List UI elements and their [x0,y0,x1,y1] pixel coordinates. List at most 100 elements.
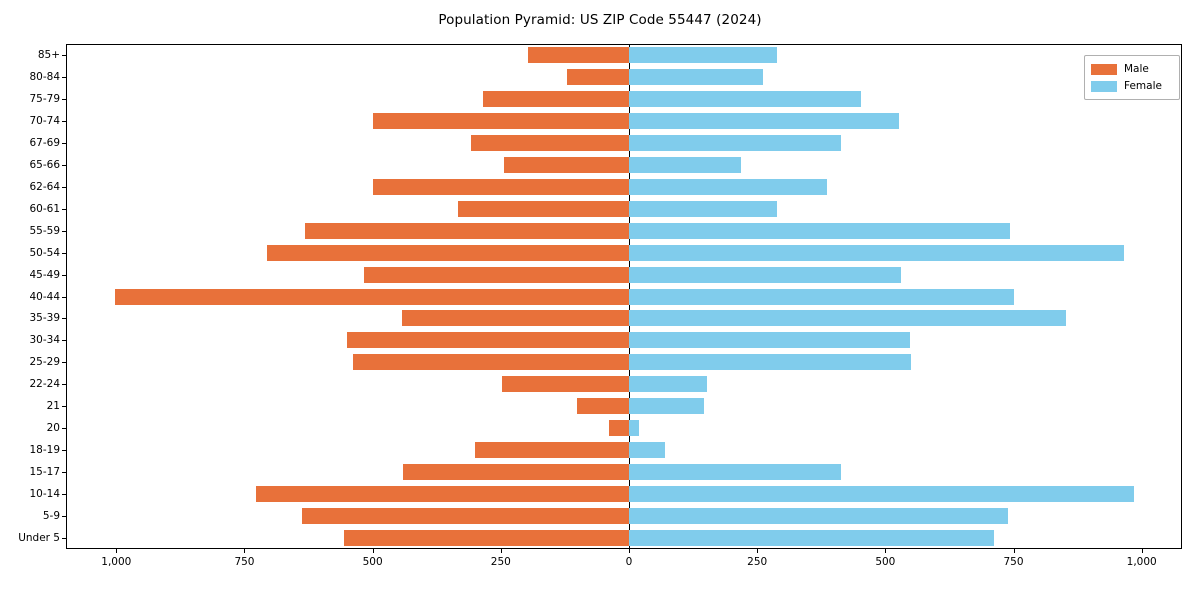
y-tick-mark [62,516,66,518]
legend-item-female[interactable]: Female [1091,78,1173,94]
legend-label: Male [1124,63,1149,75]
y-tick-label: Under 5 [18,532,60,545]
y-tick-mark [62,340,66,342]
y-tick-label: 65-66 [29,158,60,171]
bar-male-65-66 [503,156,629,173]
y-tick-mark [62,252,66,254]
y-tick-label: 21 [46,400,60,413]
x-tick-label: 750 [234,556,255,568]
x-tick-mark [629,549,630,553]
bar-female-15-17 [629,464,841,481]
y-tick-label: 20 [46,422,60,435]
y-tick-mark [62,494,66,496]
bar-female-62-64 [629,178,828,195]
bar-female-20 [629,420,639,437]
bar-female-50-54 [629,244,1124,261]
y-tick-label: 5-9 [42,510,60,523]
x-tick-mark [885,549,887,553]
bar-male-85+ [527,46,629,63]
chart-title: Population Pyramid: US ZIP Code 55447 (2… [438,12,762,28]
y-tick-label: 45-49 [29,268,60,281]
y-tick-mark [62,296,66,298]
bar-male-75-79 [482,90,629,107]
bar-male-45-49 [364,266,629,283]
y-tick-mark [62,54,66,56]
bar-male-under-5 [344,530,629,547]
bar-female-30-34 [629,332,910,349]
bar-male-10-14 [256,486,629,503]
bar-male-80-84 [566,68,629,85]
y-tick-mark [62,362,66,364]
bar-female-70-74 [629,112,899,129]
bar-female-80-84 [629,68,764,85]
bar-female-67-69 [629,134,842,151]
x-tick-label: 250 [490,556,511,568]
y-tick-label: 40-44 [29,290,60,303]
x-tick-mark [1141,549,1143,553]
bar-male-21 [577,398,629,415]
legend-item-male[interactable]: Male [1091,61,1173,77]
legend-swatch-male [1091,63,1117,75]
y-tick-mark [62,186,66,188]
x-tick-label: 0 [625,556,633,568]
bar-male-15-17 [403,464,629,481]
x-tick-label: 1,000 [101,556,132,568]
y-tick-mark [62,142,66,144]
bar-female-21 [629,398,704,415]
y-tick-mark [62,120,66,122]
bar-female-75-79 [629,90,861,107]
y-tick-label: 25-29 [29,356,60,369]
y-tick-label: 15-17 [29,466,60,479]
legend: Male Female [1084,55,1180,100]
y-tick-mark [62,428,66,430]
x-tick-mark [244,549,246,553]
x-tick-label: 250 [747,556,768,568]
bar-male-67-69 [470,134,629,151]
x-tick-mark [372,549,374,553]
y-tick-label: 30-34 [29,334,60,347]
bar-male-22-24 [501,376,629,393]
x-tick-label: 1,000 [1126,556,1157,568]
bar-female-60-61 [629,200,778,217]
y-tick-label: 10-14 [29,488,60,501]
y-tick-label: 75-79 [29,92,60,105]
bar-male-30-34 [346,332,629,349]
bar-male-50-54 [266,244,629,261]
y-tick-label: 18-19 [29,444,60,457]
bar-female-55-59 [629,222,1011,239]
bar-female-65-66 [629,156,742,173]
bar-male-20 [609,420,629,437]
bar-female-5-9 [629,508,1008,525]
y-tick-label: 62-64 [29,180,60,193]
y-tick-label: 22-24 [29,378,60,391]
y-tick-mark [62,472,66,474]
y-tick-label: 50-54 [29,246,60,259]
legend-swatch-female [1091,80,1117,92]
x-tick-label: 750 [1003,556,1024,568]
bar-female-35-39 [629,310,1066,327]
y-tick-mark [62,208,66,210]
y-tick-label: 55-59 [29,224,60,237]
x-tick-mark [500,549,502,553]
y-tick-mark [62,230,66,232]
bar-male-62-64 [373,178,629,195]
bar-male-5-9 [302,508,629,525]
bar-female-85+ [629,46,777,63]
x-tick-label: 500 [362,556,383,568]
x-tick-mark [757,549,759,553]
bar-male-25-29 [352,354,629,371]
y-tick-mark [62,274,66,276]
y-tick-mark [62,538,66,540]
y-tick-label: 80-84 [29,70,60,83]
y-tick-label: 70-74 [29,114,60,127]
bar-male-35-39 [401,310,629,327]
bar-male-55-59 [304,222,629,239]
y-tick-label: 67-69 [29,136,60,149]
bar-male-18-19 [475,442,629,459]
bar-female-22-24 [629,376,707,393]
bar-female-45-49 [629,266,901,283]
bar-female-10-14 [629,486,1134,503]
x-tick-mark [116,549,118,553]
bar-male-70-74 [372,112,629,129]
y-tick-mark [62,164,66,166]
